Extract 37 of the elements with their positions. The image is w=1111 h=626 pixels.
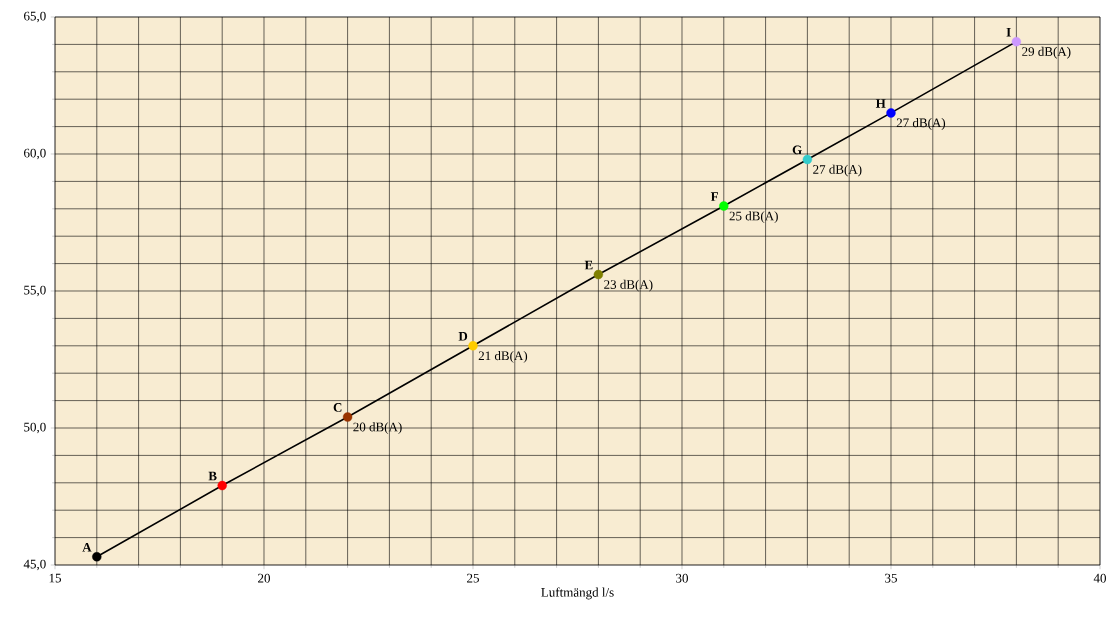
series-label: C xyxy=(333,403,342,412)
series-label: H xyxy=(875,99,886,108)
series-label: F xyxy=(710,192,718,201)
point xyxy=(719,201,729,211)
x-tick-label: 25 xyxy=(467,573,479,583)
annotation: 27 dB(A) xyxy=(896,118,946,130)
point xyxy=(802,154,813,165)
annotation: 21 dB(A) xyxy=(478,351,528,363)
annotation: 29 dB(A) xyxy=(1022,46,1071,59)
point xyxy=(593,269,604,280)
annotation: 20 dB(A) xyxy=(353,422,402,435)
x-tick-label: 35 xyxy=(885,573,897,583)
point xyxy=(886,108,896,118)
x-tick-label: 15 xyxy=(49,573,61,583)
annotation: 25 dB(A) xyxy=(729,211,778,224)
annotation: 23 dB(A) xyxy=(604,279,653,292)
series-label: G xyxy=(792,145,802,155)
point xyxy=(342,412,353,422)
point xyxy=(217,480,227,491)
x-tick-label: 30 xyxy=(676,573,688,583)
x-axis-title: Luftmängd l/s xyxy=(541,587,614,600)
annotation: 27 dB(A) xyxy=(813,164,862,177)
series-label: D xyxy=(458,332,468,341)
y-tick-label: 60,0 xyxy=(24,148,46,160)
y-tick-label: 65,0 xyxy=(24,11,46,23)
y-tick-label: 50,0 xyxy=(24,422,46,434)
point xyxy=(92,552,102,562)
series-label: E xyxy=(584,260,593,270)
series-label: B xyxy=(208,471,217,481)
x-tick-label: 20 xyxy=(258,573,270,583)
series-label: I xyxy=(1006,27,1011,37)
x-tick-label: 40 xyxy=(1093,573,1106,583)
point xyxy=(1011,36,1022,47)
point xyxy=(468,341,478,351)
y-tick-label: 45,0 xyxy=(23,559,46,571)
y-tick-label: 55,0 xyxy=(24,285,46,297)
series-label: A xyxy=(82,543,92,552)
